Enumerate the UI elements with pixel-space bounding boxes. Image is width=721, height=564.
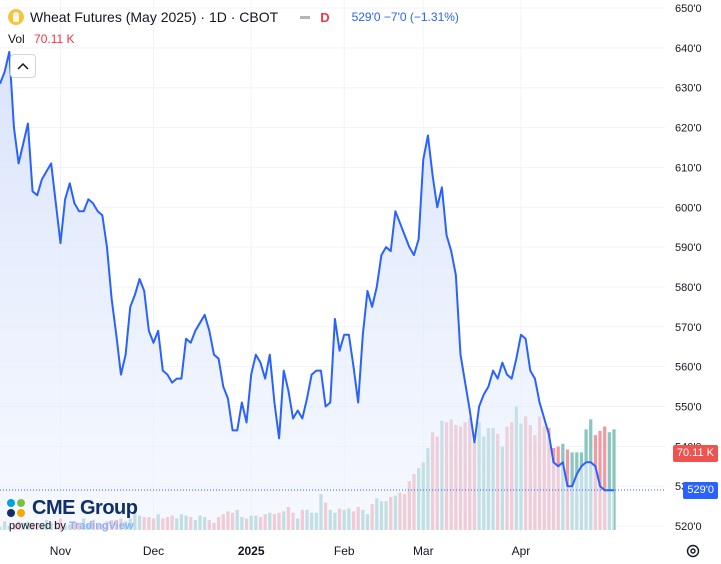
volume-bar	[607, 432, 611, 530]
y-tick-label: 630'0	[675, 83, 702, 95]
symbol-title[interactable]: Wheat Futures (May 2025) · 1D · CBOT	[30, 9, 279, 25]
y-tick-label: 650'0	[675, 3, 702, 15]
y-tick-label: 550'0	[675, 402, 702, 414]
y-tick-label: 520'0	[675, 521, 702, 533]
tradingview-text: TradingView	[68, 520, 134, 532]
volume-label: Vol	[8, 32, 25, 46]
chevron-up-icon	[17, 62, 29, 70]
y-tick-label: 620'0	[675, 123, 702, 135]
x-tick-label: Nov	[50, 544, 71, 558]
time-axis: Nov Dec 2025 Feb Mar Apr	[50, 544, 531, 558]
y-tick-label: 600'0	[675, 202, 702, 214]
volume-value: 70.11 K	[34, 32, 75, 46]
cme-globe-icon	[7, 498, 27, 519]
y-tick-label: 570'0	[675, 322, 702, 334]
gear-icon[interactable]	[685, 543, 701, 559]
y-tick-label: 560'0	[675, 362, 702, 374]
x-tick-label: Mar	[413, 544, 434, 558]
y-tick-label: 580'0	[675, 282, 702, 294]
y-tick-label: 610'0	[675, 162, 702, 174]
x-tick-label: Apr	[512, 544, 531, 558]
dash-icon	[300, 15, 311, 19]
price-area-fill	[0, 51, 614, 531]
collapse-legend-button[interactable]	[10, 54, 36, 78]
wheat-symbol-icon	[8, 9, 24, 25]
cme-group-name: CME Group	[32, 497, 138, 519]
last-price-tag: 529'0	[683, 482, 718, 499]
price-change-readout: 529'0 −7'0 (−1.31%)	[351, 10, 459, 24]
volume-price-tag: 70.11 K	[672, 445, 718, 462]
powered-by-text: powered by	[9, 520, 66, 532]
y-tick-label: 590'0	[675, 242, 702, 254]
x-tick-label: Feb	[334, 544, 355, 558]
volume-bar	[603, 426, 607, 530]
volume-legend: Vol 70.11 K	[8, 32, 75, 46]
price-line	[0, 50, 614, 492]
powered-by-tradingview[interactable]: powered by TradingView	[9, 520, 134, 532]
symbol-legend: Wheat Futures (May 2025) · 1D · CBOT D 5…	[8, 7, 459, 27]
volume-bar	[612, 429, 616, 530]
x-tick-label: Dec	[143, 544, 164, 558]
delayed-badge: D	[320, 9, 330, 25]
volume-bar	[598, 430, 602, 530]
x-tick-label: 2025	[238, 544, 265, 558]
cme-group-logo[interactable]: CME Group	[7, 497, 138, 520]
y-tick-label: 640'0	[675, 43, 702, 55]
